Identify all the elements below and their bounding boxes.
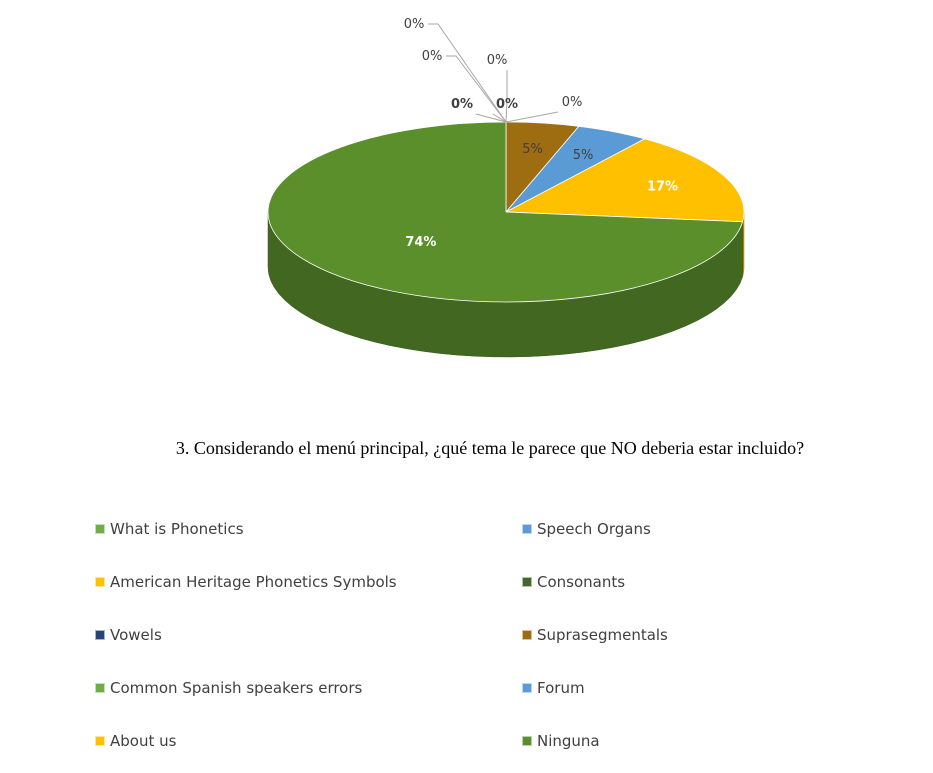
chart-title: 3. Considerando el menú principal, ¿qué … [175, 438, 805, 458]
legend-item: Vowels [95, 626, 162, 644]
pie-callout-line-6 [505, 111, 559, 123]
legend-label: Suprasegmentals [537, 626, 668, 644]
legend-swatch [522, 577, 532, 587]
legend-item: What is Phonetics [95, 520, 244, 538]
legend-swatch [95, 577, 105, 587]
legend-item: Ninguna [522, 732, 600, 750]
legend-label: Speech Organs [537, 520, 651, 538]
pie-callout-line-1 [446, 55, 507, 123]
pie-slice-8 [504, 138, 745, 223]
pie-label-7: 5% [573, 148, 594, 163]
legend-item: Forum [522, 679, 585, 697]
pie-slice-9 [267, 121, 744, 303]
pie-callout-line-3 [475, 113, 507, 123]
pie-label-8: 17% [647, 180, 678, 195]
pie-label-0: 0% [404, 17, 425, 32]
legend-label: Vowels [110, 626, 162, 644]
pie-callout-lines [428, 23, 559, 123]
legend-swatch [95, 736, 105, 746]
legend-swatch [95, 630, 105, 640]
legend-item: Consonants [522, 573, 625, 591]
legend-label: American Heritage Phonetics Symbols [110, 573, 397, 591]
legend-label: Forum [537, 679, 585, 697]
pie-label-6: 0% [562, 95, 583, 110]
pie-data-labels: 0% 0% 0% 0% 0% 5% 0% 5% 17% 74% [404, 17, 678, 250]
pie-label-3: 0% [451, 97, 473, 112]
legend-item: Common Spanish speakers errors [95, 679, 362, 697]
pie-label-4: 0% [496, 97, 518, 112]
legend-swatch [522, 683, 532, 693]
legend-label: Ninguna [537, 732, 600, 750]
legend-swatch [522, 524, 532, 534]
legend-item: Suprasegmentals [522, 626, 668, 644]
pie-label-5: 5% [522, 142, 543, 157]
legend-label: Consonants [537, 573, 626, 591]
pie-slices [267, 121, 745, 303]
legend-swatch [95, 524, 105, 534]
legend-label: About us [110, 732, 177, 750]
pie-chart: 0% 0% 0% 0% 0% 5% 0% 5% 17% 74% [267, 17, 745, 358]
legend-item: Speech Organs [522, 520, 651, 538]
pie-callout-line-2 [505, 70, 508, 123]
legend-label: What is Phonetics [110, 520, 244, 538]
legend-label: Common Spanish speakers errors [110, 679, 363, 697]
legend-item: About us [95, 732, 176, 750]
legend-item: American Heritage Phonetics Symbols [95, 573, 397, 591]
legend-swatch [522, 736, 532, 746]
legend-swatch [95, 683, 105, 693]
pie-label-1: 0% [422, 49, 443, 64]
pie-label-9: 74% [405, 235, 436, 250]
pie-callout-line-0 [428, 23, 507, 123]
legend-swatch [522, 630, 532, 640]
pie-callout-line-4 [492, 113, 507, 123]
pie-label-2: 0% [487, 53, 508, 68]
